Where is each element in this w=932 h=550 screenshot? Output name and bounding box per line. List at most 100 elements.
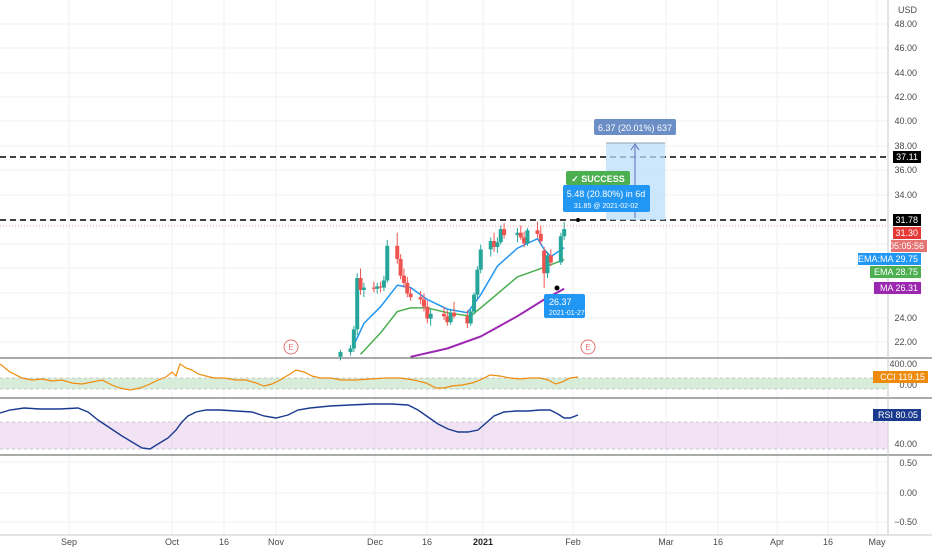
candle bbox=[371, 281, 376, 293]
candle bbox=[515, 227, 520, 243]
time-tick: Feb bbox=[565, 537, 581, 547]
candle bbox=[498, 225, 503, 245]
candle bbox=[445, 310, 450, 326]
low-marker bbox=[554, 285, 560, 291]
time-tick: Mar bbox=[658, 537, 674, 547]
candle bbox=[495, 237, 500, 253]
countdown-badge: 05:05:56 bbox=[889, 240, 927, 252]
cci-pane[interactable] bbox=[0, 363, 888, 391]
candle bbox=[395, 232, 400, 264]
entry-marker bbox=[576, 218, 580, 222]
time-tick: Apr bbox=[770, 537, 784, 547]
svg-text:31.78: 31.78 bbox=[895, 215, 918, 225]
candle bbox=[472, 292, 477, 314]
bottom-tick: 0.50 bbox=[899, 458, 917, 468]
time-tick: Nov bbox=[268, 537, 285, 547]
candle bbox=[358, 268, 363, 295]
svg-text:EMA:MA 29.75: EMA:MA 29.75 bbox=[858, 254, 918, 264]
candle bbox=[378, 281, 383, 293]
rsi-badge: RSI 80.05 bbox=[873, 409, 921, 421]
svg-text:CCI 119.15: CCI 119.15 bbox=[880, 372, 925, 382]
level-badge-upper: 37.11 bbox=[893, 151, 921, 163]
candle bbox=[401, 268, 406, 288]
time-tick: Sep bbox=[61, 537, 77, 547]
bottom-tick: −0.50 bbox=[894, 517, 917, 527]
candle bbox=[562, 221, 567, 240]
price-axis[interactable]: 48.00 46.00 44.00 42.00 40.00 38.00 36.00 34.00… bbox=[889, 5, 917, 527]
time-axis[interactable]: Sep Oct 16 Nov Dec 16 2021 Feb Mar 16 Apr 16 May bbox=[0, 534, 932, 547]
rsi-pane[interactable] bbox=[0, 403, 888, 450]
candle bbox=[545, 251, 550, 279]
price-tick: 22.00 bbox=[894, 337, 917, 347]
price-tick: 48.00 bbox=[894, 19, 917, 29]
candle bbox=[361, 282, 366, 298]
gain-text: 5.48 (20.80%) in 6d bbox=[567, 189, 646, 199]
earnings-label: E bbox=[288, 343, 293, 352]
cci-line bbox=[0, 363, 579, 391]
candle bbox=[475, 266, 480, 299]
rsi-line bbox=[0, 403, 579, 450]
bottom-tick: 0.00 bbox=[899, 488, 917, 498]
gain-tooltip: 5.48 (20.80%) in 6d 31.85 @ 2021-02-02 bbox=[563, 185, 650, 212]
candle bbox=[492, 232, 497, 252]
candle bbox=[525, 227, 530, 246]
price-tick: 40.00 bbox=[894, 116, 917, 126]
cci-tick: 0.00 bbox=[899, 380, 917, 390]
rsi-band bbox=[0, 422, 888, 449]
earnings-marker-feb[interactable]: E bbox=[580, 339, 596, 355]
svg-text:05:05:56: 05:05:56 bbox=[889, 241, 924, 251]
low-price-text: 26.37 bbox=[549, 297, 572, 307]
earnings-label: E bbox=[585, 343, 590, 352]
price-tick: 34.00 bbox=[894, 190, 917, 200]
price-badges: 37.11 31.78 31.30 05:05:56 EMA:MA 29.75 EMA 2… bbox=[858, 151, 928, 421]
candle bbox=[488, 237, 493, 257]
candle bbox=[355, 273, 360, 336]
candle bbox=[518, 225, 523, 240]
candle bbox=[425, 300, 430, 324]
candle bbox=[428, 309, 433, 326]
time-tick: 16 bbox=[713, 537, 723, 547]
ema-ma-badge: EMA:MA 29.75 bbox=[858, 253, 921, 265]
candle bbox=[375, 282, 380, 294]
earnings-marker-nov[interactable]: E bbox=[283, 339, 299, 355]
candle bbox=[405, 276, 410, 298]
candle bbox=[385, 239, 390, 283]
candle bbox=[468, 309, 473, 326]
cci-badge: CCI 119.15 bbox=[873, 371, 928, 383]
target-label: 6.37 (20.01%) 637 bbox=[594, 119, 676, 135]
chart-grid bbox=[0, 0, 932, 535]
candle bbox=[548, 249, 553, 267]
price-tick: 46.00 bbox=[894, 43, 917, 53]
entry-text: 31.85 @ 2021-02-02 bbox=[574, 203, 638, 210]
candle bbox=[348, 344, 353, 356]
time-tick: Dec bbox=[367, 537, 384, 547]
candle bbox=[452, 301, 457, 319]
time-tick: 16 bbox=[823, 537, 833, 547]
candle bbox=[381, 275, 386, 292]
price-tick: 36.00 bbox=[894, 165, 917, 175]
candle bbox=[418, 291, 423, 305]
time-tick: 16 bbox=[219, 537, 229, 547]
target-label-text: 6.37 (20.01%) 637 bbox=[598, 123, 672, 133]
candle bbox=[408, 287, 413, 301]
candle bbox=[478, 244, 483, 274]
candle bbox=[338, 349, 343, 361]
ma-badge: MA 26.31 bbox=[874, 282, 921, 294]
svg-text:RSI 80.05: RSI 80.05 bbox=[878, 410, 918, 420]
currency-label: USD bbox=[898, 5, 918, 15]
candle bbox=[351, 325, 356, 353]
candles bbox=[338, 221, 567, 361]
candle bbox=[538, 225, 543, 245]
candle bbox=[465, 310, 470, 329]
price-tick: 38.00 bbox=[894, 141, 917, 151]
candle bbox=[448, 309, 453, 325]
price-tick: 44.00 bbox=[894, 68, 917, 78]
candle bbox=[398, 254, 403, 280]
svg-text:MA 26.31: MA 26.31 bbox=[880, 283, 918, 293]
svg-text:EMA 28.75: EMA 28.75 bbox=[874, 267, 918, 277]
price-tick: 42.00 bbox=[894, 92, 917, 102]
target-arrow-head bbox=[630, 143, 640, 151]
candle bbox=[442, 306, 446, 320]
